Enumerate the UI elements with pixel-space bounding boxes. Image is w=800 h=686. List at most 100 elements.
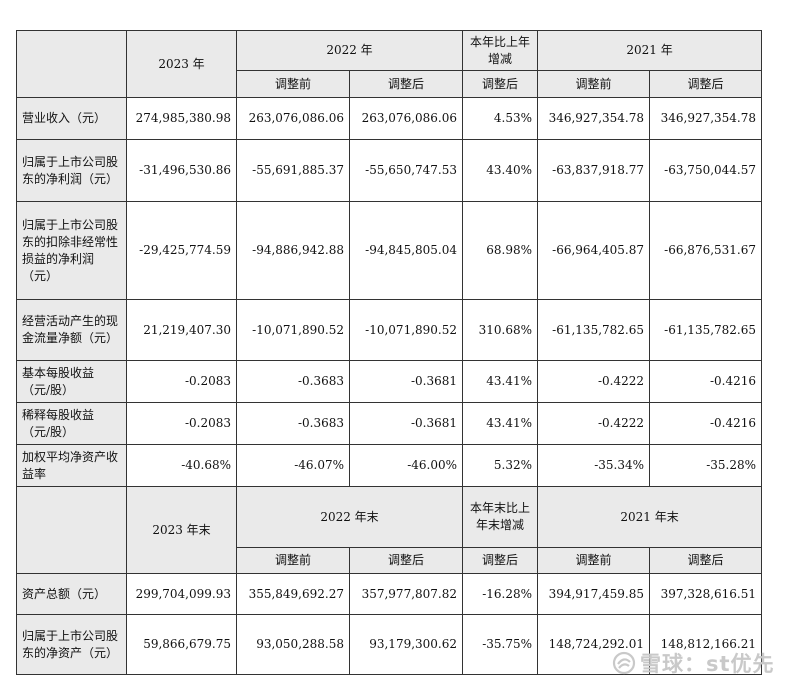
table-row: 加权平均净资产收益率 -40.68% -46.07% -46.00% 5.32%…: [16, 444, 763, 487]
header-row-3: 2023 年末 2022 年末 本年末比上年末增减 2021 年末: [16, 486, 763, 574]
value-2021-after: -66,876,531.67: [649, 201, 763, 300]
header-2021-end-before: 调整前: [537, 547, 651, 574]
value-2021-before: -61,135,782.65: [537, 299, 651, 361]
header-2021-end-after: 调整后: [649, 547, 763, 574]
header-change-after: 调整后: [462, 70, 539, 98]
value-2023: 21,219,407.30: [126, 299, 237, 361]
header-2022-end-after: 调整后: [348, 547, 464, 574]
header-2021-end: 2021 年末: [537, 486, 763, 548]
value-change: 5.32%: [462, 444, 539, 487]
value-change: 43.41%: [462, 360, 539, 403]
row-label: 资产总额（元）: [16, 573, 127, 615]
table-row: 经营活动产生的现金流量净额（元） 21,219,407.30 -10,071,8…: [16, 299, 763, 361]
row-label: 归属于上市公司股东的扣除非经常性损益的净利润（元）: [16, 201, 127, 300]
table-row: 归属于上市公司股东的扣除非经常性损益的净利润（元） -29,425,774.59…: [16, 201, 763, 300]
value-2022-after: -0.3681: [348, 402, 464, 445]
value-2021-after: 397,328,616.51: [649, 573, 763, 615]
value-2022-before: -55,691,885.37: [236, 139, 350, 202]
header-2022-end: 2022 年末: [235, 486, 464, 548]
value-2021-after: 148,812,166.21: [649, 614, 763, 675]
value-2023: 299,704,099.93: [126, 573, 237, 615]
header-change-end: 本年末比上年末增减: [462, 486, 539, 548]
snowball-logo-icon: [612, 651, 636, 675]
value-change: 68.98%: [462, 201, 539, 300]
corner-cell: [16, 486, 127, 574]
value-2023: 274,985,380.98: [126, 97, 237, 140]
header-change: 本年比上年增减: [462, 30, 539, 71]
value-2021-before: -0.4222: [537, 360, 651, 403]
header-row-4: 调整前 调整后 调整后 调整前 调整后: [17, 547, 763, 574]
value-2021-before: 346,927,354.78: [537, 97, 651, 140]
header-2022-after: 调整后: [348, 70, 464, 98]
row-label: 加权平均净资产收益率: [16, 444, 127, 487]
header-2022-before: 调整前: [236, 70, 350, 98]
value-2023: -0.2083: [126, 402, 237, 445]
table-row: 资产总额（元） 299,704,099.93 355,849,692.27 35…: [16, 573, 763, 615]
value-2023: -31,496,530.86: [126, 139, 237, 202]
value-2021-before: -35.34%: [537, 444, 651, 487]
value-2022-before: -94,886,942.88: [236, 201, 350, 300]
value-2021-before: 394,917,459.85: [537, 573, 651, 615]
value-2023: 59,866,679.75: [126, 614, 237, 675]
value-change: -16.28%: [462, 573, 539, 615]
row-label: 营业收入（元）: [16, 97, 127, 140]
value-change: 310.68%: [462, 299, 539, 361]
corner-cell: [16, 30, 127, 98]
value-2022-before: 355,849,692.27: [236, 573, 350, 615]
watermark: 雪球：st优先: [612, 650, 775, 676]
value-2022-after: -55,650,747.53: [348, 139, 464, 202]
table-row: 营业收入（元） 274,985,380.98 263,076,086.06 26…: [16, 97, 763, 140]
financial-data-table: 2023 年 2022 年 本年比上年增减 2021 年 调整前 调整后 调整后…: [16, 30, 763, 675]
value-2023: -40.68%: [126, 444, 237, 487]
header-row-2: 调整前 调整后 调整后 调整前 调整后: [17, 70, 763, 98]
value-2022-after: -0.3681: [348, 360, 464, 403]
row-label: 基本每股收益（元/股）: [16, 360, 127, 403]
header-2022: 2022 年: [235, 30, 464, 71]
watermark-text: 雪球：st优先: [640, 652, 775, 676]
value-2021-after: -63,750,044.57: [649, 139, 763, 202]
header-2022-end-before: 调整前: [236, 547, 350, 574]
header-row-1: 2023 年 2022 年 本年比上年增减 2021 年: [16, 30, 763, 98]
value-change: 4.53%: [462, 97, 539, 140]
value-2022-before: -46.07%: [236, 444, 350, 487]
value-2022-before: 93,050,288.58: [236, 614, 350, 675]
header-change-end-after: 调整后: [462, 547, 539, 574]
table-row: 基本每股收益（元/股） -0.2083 -0.3683 -0.3681 43.4…: [16, 360, 763, 403]
header-2023: 2023 年: [126, 30, 237, 98]
header-2021: 2021 年: [537, 30, 763, 71]
value-2022-before: -0.3683: [236, 402, 350, 445]
value-2021-after: -61,135,782.65: [649, 299, 763, 361]
value-2023: -0.2083: [126, 360, 237, 403]
value-2021-before: -66,964,405.87: [537, 201, 651, 300]
header-2021-before: 调整前: [537, 70, 651, 98]
table-row: 归属于上市公司股东的净利润（元） -31,496,530.86 -55,691,…: [16, 139, 763, 202]
value-2021-after: -35.28%: [649, 444, 763, 487]
value-change: -35.75%: [462, 614, 539, 675]
row-label: 归属于上市公司股东的净利润（元）: [16, 139, 127, 202]
value-2021-after: -0.4216: [649, 402, 763, 445]
value-2022-after: 263,076,086.06: [348, 97, 464, 140]
value-2022-after: -10,071,890.52: [348, 299, 464, 361]
value-2022-after: 357,977,807.82: [348, 573, 464, 615]
value-2022-before: 263,076,086.06: [236, 97, 350, 140]
value-2022-after: -94,845,805.04: [348, 201, 464, 300]
value-2021-after: -0.4216: [649, 360, 763, 403]
value-change: 43.40%: [462, 139, 539, 202]
table-row: 稀释每股收益（元/股） -0.2083 -0.3683 -0.3681 43.4…: [16, 402, 763, 445]
value-2021-after: 346,927,354.78: [649, 97, 763, 140]
value-2022-before: -10,071,890.52: [236, 299, 350, 361]
value-2022-before: -0.3683: [236, 360, 350, 403]
table-row: 归属于上市公司股东的净资产（元） 59,866,679.75 93,050,28…: [16, 614, 763, 675]
row-label: 归属于上市公司股东的净资产（元）: [16, 614, 127, 675]
value-2022-after: 93,179,300.62: [348, 614, 464, 675]
value-2021-before: 148,724,292.01: [537, 614, 651, 675]
value-2023: -29,425,774.59: [126, 201, 237, 300]
value-2022-after: -46.00%: [348, 444, 464, 487]
value-2021-before: -63,837,918.77: [537, 139, 651, 202]
row-label: 经营活动产生的现金流量净额（元）: [16, 299, 127, 361]
value-2021-before: -0.4222: [537, 402, 651, 445]
header-2021-after: 调整后: [649, 70, 763, 98]
row-label: 稀释每股收益（元/股）: [16, 402, 127, 445]
value-change: 43.41%: [462, 402, 539, 445]
header-2023-end: 2023 年末: [126, 486, 237, 574]
